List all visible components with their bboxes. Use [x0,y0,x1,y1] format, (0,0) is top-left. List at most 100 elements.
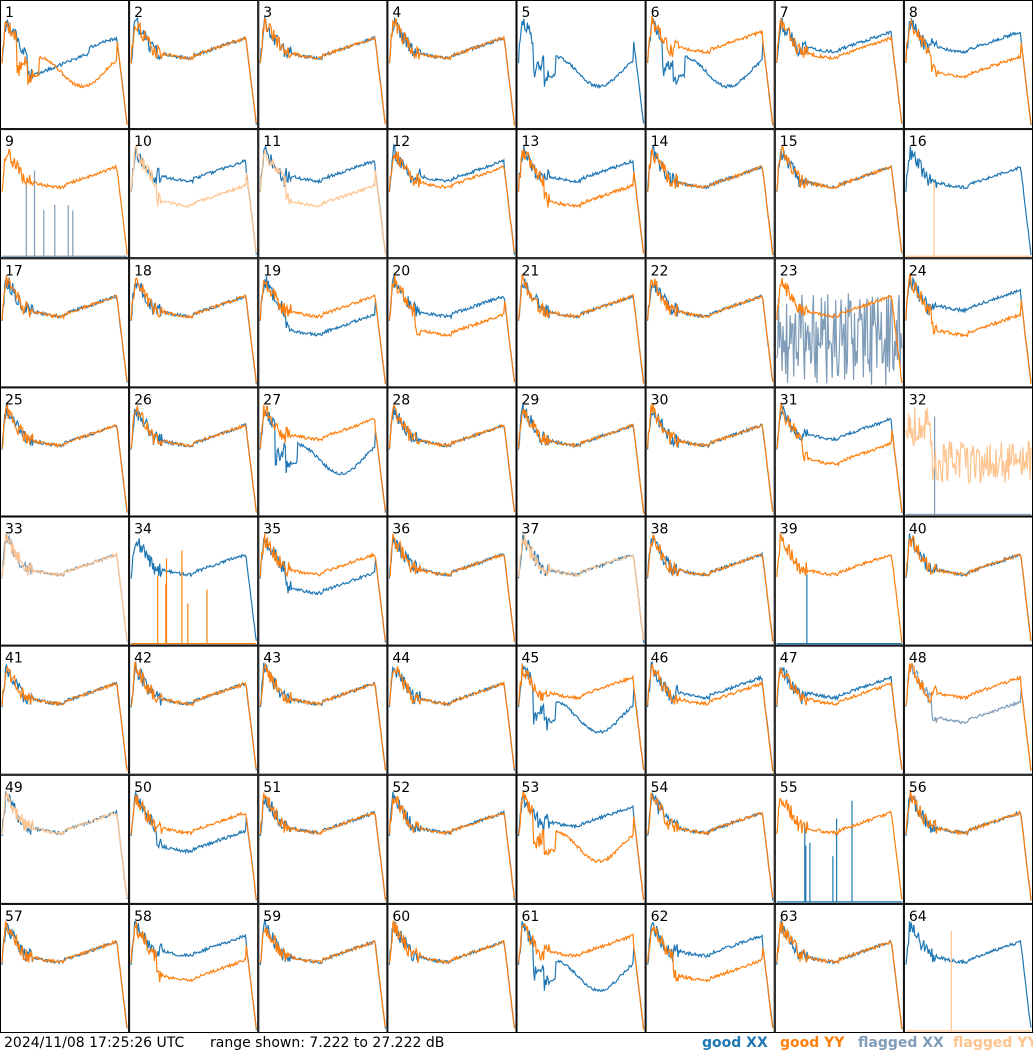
panel-48: 48 [903,645,1033,775]
panel-frame [774,387,904,517]
panel-label: 49 [5,780,23,796]
panel-frame [129,258,259,388]
panel-52: 52 [387,774,517,904]
panel-50: 50 [129,774,259,904]
panel-label: 7 [780,5,789,21]
panel-label: 61 [522,909,540,925]
series-yy [776,17,903,124]
panel-label: 40 [909,522,927,538]
panel-label: 54 [651,780,669,796]
panel-frame [516,258,646,388]
series-yy [776,277,903,384]
series-xx [259,144,386,254]
series-yy [259,792,386,901]
series-yy [130,660,257,770]
series-yy [905,662,1032,771]
series-yy [388,18,516,126]
panel-label: 35 [263,522,281,538]
panel-15: 15 [774,129,904,259]
panel-label: 5 [522,5,531,21]
panel-53: 53 [516,774,646,904]
panel-frame [258,903,388,1033]
panel-51: 51 [258,774,388,904]
panel-label: 46 [651,651,669,667]
panel-42: 42 [129,645,259,775]
series-xx [517,18,645,124]
series-xx [259,276,386,383]
series-xx [647,18,774,126]
panel-label: 51 [263,780,281,796]
series-yy [776,921,903,1030]
series-yy [1,148,128,255]
panel-35: 35 [258,516,388,646]
panel-label: 37 [522,522,540,538]
panel-32: 32 [903,387,1033,517]
panel-frame [645,774,775,904]
panel-62: 62 [645,903,775,1033]
panel-33: 33 [0,516,130,646]
series-yy [647,534,774,642]
panel-3: 3 [258,0,388,130]
series-yy [388,403,516,513]
panel-label: 58 [134,909,152,925]
panel-24: 24 [903,258,1033,388]
panel-20: 20 [387,258,517,388]
panel-frame [516,0,646,130]
series-yy [776,532,903,643]
panel-frame [774,774,904,904]
series-yy [130,145,257,254]
series-xx [130,792,257,901]
panel-label: 55 [780,780,798,796]
panel-label: 22 [651,263,669,279]
panel-46: 46 [645,645,775,775]
series-yy [905,790,1032,901]
panel-frame [903,645,1033,775]
panel-frame [516,645,646,775]
panel-10: 10 [129,129,259,259]
panel-14: 14 [645,129,775,259]
panel-frame [645,258,775,388]
series-yy [388,795,516,899]
panel-12: 12 [387,129,517,259]
series-yy [776,144,903,254]
panel-label: 21 [522,263,540,279]
panel-frame [387,129,517,259]
series-yy [905,534,1032,641]
series-yy [259,662,386,771]
series-yy [130,277,257,383]
panel-9: 9 [0,129,130,259]
panel-label: 59 [263,909,281,925]
series-yy [905,930,1031,1032]
series-xx [2,170,128,257]
panel-frame [0,903,130,1033]
panel-16: 16 [903,129,1033,259]
series-xx [517,921,645,1029]
series-yy [1,665,128,772]
panel-31: 31 [774,387,904,517]
series-yy [647,148,774,256]
panel-label: 15 [780,134,798,150]
panel-frame [903,0,1033,130]
panel-41: 41 [0,645,130,775]
panel-label: 39 [780,522,798,538]
series-xx [776,800,902,903]
panel-frame [516,129,646,259]
panel-label: 36 [392,522,410,538]
series-yy [517,149,645,254]
range-text: range shown: 7.222 to 27.222 dB [210,1035,445,1051]
panel-40: 40 [903,516,1033,646]
panel-57: 57 [0,903,130,1033]
panel-label: 17 [5,263,23,279]
panel-label: 34 [134,522,152,538]
series-xx [1,19,128,124]
panel-frame [387,903,517,1033]
panel-label: 8 [909,5,918,21]
series-yy [1,920,128,1028]
series-yy [130,921,257,1030]
legend-good-xx: good XX [702,1035,768,1051]
panel-label: 57 [5,909,23,925]
series-yy [905,182,1031,257]
panel-label: 31 [780,392,798,408]
panel-56: 56 [903,774,1033,904]
